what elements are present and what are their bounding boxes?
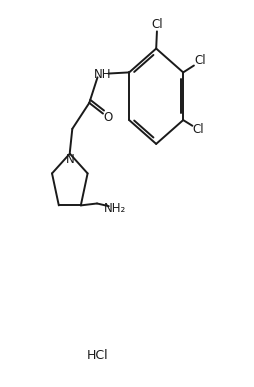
Text: Cl: Cl: [194, 55, 205, 67]
Text: NH₂: NH₂: [103, 202, 126, 214]
Text: Cl: Cl: [151, 18, 162, 31]
Text: NH: NH: [94, 68, 111, 81]
Text: N: N: [65, 153, 74, 166]
Text: Cl: Cl: [192, 123, 204, 136]
Text: O: O: [103, 111, 112, 124]
Text: HCl: HCl: [86, 349, 108, 362]
